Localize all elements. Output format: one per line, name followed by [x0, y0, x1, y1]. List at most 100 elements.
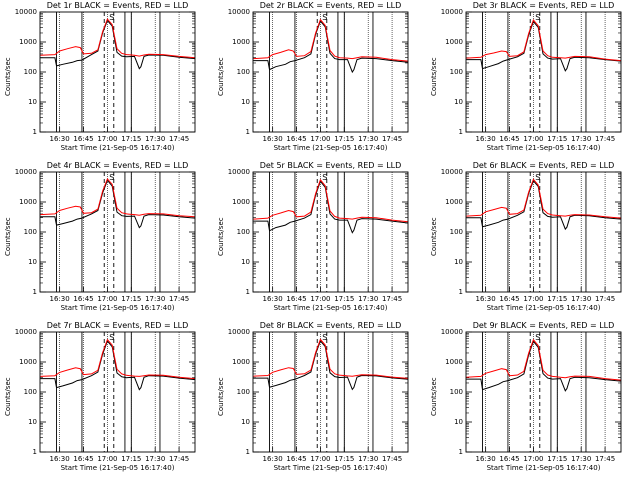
x-tick-label: 17:15 [334, 455, 355, 463]
plot-area [465, 11, 622, 133]
x-tick-label: 16:45 [499, 295, 520, 303]
y-axis-label: Counts/sec [217, 377, 225, 416]
y-tick-label: 10000 [440, 168, 463, 176]
y-tick-label: 1000 [19, 198, 37, 206]
y-tick-label: 10 [28, 98, 37, 106]
x-tick-label: 17:00 [310, 455, 331, 463]
y-tick-label: 1000 [19, 38, 37, 46]
y-tick-label: 100 [449, 68, 463, 76]
y-tick-label: 100 [236, 388, 250, 396]
x-tick-label: 17:00 [97, 455, 118, 463]
y-tick-label: 100 [23, 228, 37, 236]
plot-area [39, 11, 196, 133]
flare-label: S [109, 333, 115, 342]
x-tick-label: 17:15 [121, 295, 142, 303]
x-tick-label: 16:30 [262, 295, 283, 303]
y-axis-label: Counts/sec [430, 217, 438, 256]
y-tick-label: 100 [23, 388, 37, 396]
y-tick-label: 1 [458, 128, 463, 136]
y-tick-label: 10 [28, 258, 37, 266]
x-tick-label: 17:15 [547, 455, 568, 463]
plot-frame [465, 331, 622, 453]
y-tick-label: 1 [245, 448, 250, 456]
x-axis-label: Start Time (21-Sep-05 16:17:40) [273, 144, 388, 152]
y-tick-label: 10000 [227, 8, 250, 16]
flare-label: S [322, 173, 328, 182]
plot-area [39, 331, 196, 453]
x-tick-label: 16:30 [475, 455, 496, 463]
y-axis-label: Counts/sec [4, 377, 12, 416]
x-tick-label: 17:15 [334, 135, 355, 143]
x-axis-label: Start Time (21-Sep-05 16:17:40) [486, 304, 601, 312]
chart-title: Det 7r BLACK = Events, RED = LLD [46, 321, 189, 330]
x-tick-label: 16:45 [73, 295, 94, 303]
plot-frame [252, 11, 409, 133]
y-axis-label: Counts/sec [430, 377, 438, 416]
series-line [253, 18, 409, 62]
y-tick-label: 1 [458, 448, 463, 456]
x-tick-label: 17:00 [523, 455, 544, 463]
detector-panel: Det 7r BLACK = Events, RED = LLD S 1 10 100 1… [0, 320, 213, 480]
x-axis-label: Start Time (21-Sep-05 16:17:40) [60, 144, 175, 152]
plot-frame [465, 11, 622, 133]
y-tick-label: 10 [454, 98, 463, 106]
x-tick-label: 16:30 [262, 135, 283, 143]
flare-label: S [109, 13, 115, 22]
series-line [466, 19, 622, 62]
chart-title: Det 3r BLACK = Events, RED = LLD [472, 1, 615, 10]
x-tick-label: 16:45 [499, 455, 520, 463]
y-tick-label: 10 [454, 258, 463, 266]
flare-label: S [535, 333, 541, 342]
x-axis-label: Start Time (21-Sep-05 16:17:40) [273, 464, 388, 472]
y-tick-label: 1 [32, 288, 37, 296]
series-line [466, 179, 622, 231]
series-line [40, 340, 196, 391]
y-tick-label: 10000 [14, 8, 37, 16]
detector-panel: Det 6r BLACK = Events, RED = LLD S 1 10 100 1… [426, 160, 639, 320]
plot-area [252, 171, 409, 293]
y-tick-label: 10 [454, 418, 463, 426]
plot-frame [465, 171, 622, 293]
y-tick-label: 10 [241, 418, 250, 426]
series-line [40, 18, 196, 59]
x-axis-label: Start Time (21-Sep-05 16:17:40) [486, 464, 601, 472]
series-line [466, 20, 622, 72]
x-tick-label: 16:45 [286, 455, 307, 463]
y-tick-label: 100 [236, 68, 250, 76]
series-line [253, 180, 409, 234]
x-tick-label: 16:30 [475, 295, 496, 303]
flare-label: S [535, 13, 541, 22]
chart-title: Det 8r BLACK = Events, RED = LLD [259, 321, 402, 330]
y-tick-label: 1000 [445, 358, 463, 366]
chart-title: Det 6r BLACK = Events, RED = LLD [472, 161, 615, 170]
x-tick-label: 17:15 [334, 295, 355, 303]
y-tick-label: 1 [458, 288, 463, 296]
x-tick-label: 17:45 [381, 295, 403, 303]
x-tick-label: 16:45 [286, 135, 307, 143]
x-tick-label: 16:45 [499, 135, 520, 143]
x-tick-label: 16:45 [73, 455, 94, 463]
series-line [40, 177, 196, 218]
detector-panel: Det 3r BLACK = Events, RED = LLD S 1 10 100 1… [426, 0, 639, 160]
y-tick-label: 1000 [232, 358, 250, 366]
flare-label: S [322, 333, 328, 342]
x-tick-label: 16:30 [49, 135, 70, 143]
chart-title: Det 1r BLACK = Events, RED = LLD [46, 1, 189, 10]
x-tick-label: 17:30 [358, 295, 379, 303]
series-line [253, 338, 409, 379]
x-tick-label: 17:30 [145, 455, 166, 463]
y-tick-label: 1 [245, 288, 250, 296]
plot-area [39, 171, 196, 293]
detector-panel: Det 8r BLACK = Events, RED = LLD S 1 10 100 1… [213, 320, 426, 480]
flare-label: S [535, 173, 541, 182]
x-tick-label: 16:30 [49, 455, 70, 463]
y-tick-label: 10000 [14, 168, 37, 176]
x-tick-label: 17:30 [571, 295, 592, 303]
y-tick-label: 100 [449, 228, 463, 236]
x-tick-label: 16:30 [49, 295, 70, 303]
x-tick-label: 17:00 [97, 295, 118, 303]
x-tick-label: 17:45 [594, 295, 616, 303]
x-tick-label: 17:30 [358, 135, 379, 143]
x-tick-label: 17:45 [594, 455, 616, 463]
x-tick-label: 16:45 [73, 135, 94, 143]
